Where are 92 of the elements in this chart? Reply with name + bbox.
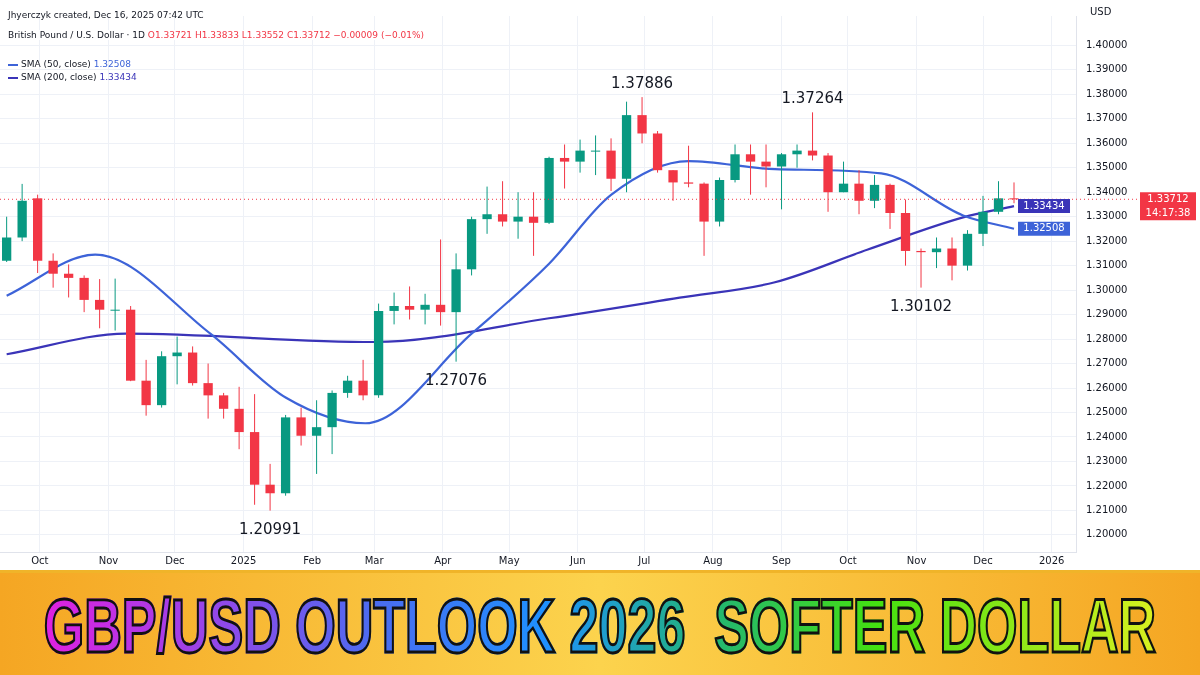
line-series (5, 204, 1016, 356)
annotation: 1.37886 (611, 73, 674, 92)
x-tick-label: 2025 (230, 554, 257, 566)
candlestick (993, 180, 1004, 215)
y-tick-label: 1.36000 (1086, 136, 1128, 148)
y-tick-label: 1.27000 (1086, 357, 1128, 369)
candlestick (947, 237, 957, 281)
y-tick-label: 1.40000 (1086, 38, 1128, 50)
text: GBP/USD OUTLOOK 2026 SOFTER DOLLAR (43, 582, 1157, 669)
annotation: 1.20991 (239, 520, 302, 538)
line-series (5, 160, 1016, 425)
candlestick (513, 191, 523, 240)
annotation: 1.37264 (781, 88, 844, 107)
x-tick-label: Sep (772, 554, 791, 566)
x-tick-label: Nov (906, 554, 927, 566)
y-tick-label: 1.21000 (1086, 503, 1128, 515)
candlestick (838, 161, 849, 193)
x-tick-label: Mar (364, 554, 385, 566)
text: 1.33434 (99, 72, 137, 82)
y-tick-label: 1.24000 (1086, 430, 1128, 442)
y-tick-label: 1.22000 (1086, 479, 1128, 491)
candlestick (435, 238, 446, 327)
candlestick (869, 174, 880, 209)
y-tick-label: 1.28000 (1086, 332, 1128, 344)
y-tick-label: 1.39000 (1086, 63, 1128, 75)
x-tick-label: May (498, 554, 520, 566)
candlestick (683, 145, 694, 188)
candlestick (1, 216, 12, 263)
y-tick-label: 1.23000 (1086, 455, 1128, 467)
candlestick (342, 375, 353, 399)
y-tick-label: 1.29000 (1086, 308, 1128, 320)
candlestick (637, 96, 647, 144)
text: 14:17:38 (1145, 206, 1191, 218)
annotation: 1.30102 (890, 297, 953, 316)
x-tick-label: Aug (703, 554, 723, 566)
candlestick (420, 293, 430, 325)
candlestick (482, 186, 492, 235)
y-tick-label: 1.38000 (1086, 87, 1128, 99)
x-tick-label: Oct (839, 554, 857, 566)
annotation: 1.27076 (425, 371, 488, 390)
x-tick-label: Nov (98, 554, 119, 566)
y-tick-label: 1.35000 (1086, 161, 1128, 173)
x-tick-label: Jun (569, 554, 586, 566)
candlestick (590, 134, 601, 176)
x-tick-label: Feb (303, 554, 322, 566)
candlestick (358, 359, 368, 401)
y-tick-label: 1.31000 (1086, 259, 1128, 271)
y-tick-label: 1.25000 (1086, 406, 1128, 418)
candlestick (807, 111, 818, 161)
legend-label: SMA (200, close) (21, 72, 97, 82)
data-label: 1.33434 (1023, 199, 1065, 211)
candlestick (761, 143, 771, 188)
x-tick-label: Apr (434, 554, 453, 566)
text: 1.32508 (93, 59, 131, 69)
candlestick (559, 143, 570, 190)
candlestick (63, 263, 74, 298)
candlestick (48, 252, 58, 289)
candlestick (389, 292, 399, 325)
data-label: 1.32508 (1023, 222, 1065, 234)
candlestick (265, 463, 275, 512)
annotation: O1.33721 H1.33833 L1.33552 C1.33712 −0.00009 (−0.01%) (147, 30, 425, 40)
candlestick (94, 278, 105, 329)
candlestick (296, 407, 306, 447)
legend-label: SMA (50, close) (21, 59, 91, 69)
x-tick-label: Dec (973, 554, 993, 566)
candlestick (978, 195, 988, 247)
candlestick (776, 152, 787, 210)
x-tick-label: 2026 (1038, 554, 1065, 566)
y-tick-label: 1.32000 (1086, 234, 1128, 246)
candlestick (234, 386, 244, 450)
candlestick (404, 285, 415, 320)
y-tick-label: 1.34000 (1086, 185, 1128, 197)
candlestick (218, 392, 229, 420)
annotation: Jhyerczyk created, Dec 16, 2025 07:42 UTC (8, 10, 204, 20)
candlestick (203, 363, 213, 420)
x-tick-label: Dec (165, 554, 185, 566)
candlestick (311, 399, 322, 475)
y-tick-label: 1.33000 (1086, 210, 1128, 222)
y-tick-label: 1.30000 (1086, 283, 1128, 295)
candlestick (575, 139, 585, 174)
candlestick (79, 274, 89, 313)
candlestick (110, 278, 120, 331)
ref-line-label: 1.33712 (1147, 192, 1189, 204)
y-tick-label: 1.26000 (1086, 381, 1128, 393)
text: British Pound / U.S. Dollar · 1D (8, 30, 145, 40)
x-tick-label: Oct (31, 554, 49, 566)
x-tick-label: Jul (637, 554, 651, 566)
candlestick (916, 248, 926, 289)
candlestick (745, 143, 756, 196)
y-tick-label: 1.37000 (1086, 112, 1128, 124)
y-tick-label: 1.20000 (1086, 528, 1128, 540)
y-axis-title: USD (1090, 5, 1112, 17)
